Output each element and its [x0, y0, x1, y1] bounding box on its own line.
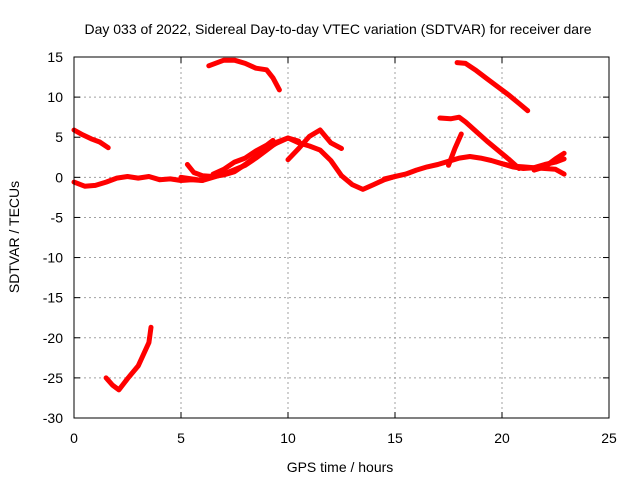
series-line-arc-11 — [437, 114, 522, 171]
y-tick-label: 10 — [47, 89, 63, 105]
x-tick-label: 20 — [494, 430, 510, 446]
series-line-arc-6 — [285, 127, 344, 163]
series-line-arc-14 — [531, 150, 567, 173]
series-line-arc-7 — [206, 57, 282, 93]
series-line-arc-8 — [103, 324, 154, 393]
plot-frame — [73, 56, 610, 419]
y-axis-label: SDTVAR / TECUs — [6, 181, 22, 293]
y-tick-label: -30 — [43, 410, 63, 426]
y-tick-label: 5 — [55, 129, 63, 145]
y-tick-label: -25 — [43, 370, 63, 386]
x-tick-label: 0 — [70, 430, 78, 446]
y-tick-label: 0 — [55, 169, 63, 185]
series-line-arc-12 — [454, 60, 531, 114]
series-line-arc-5 — [184, 135, 302, 179]
y-tick-label: -5 — [51, 209, 64, 225]
grid-lines — [74, 57, 609, 418]
series-line-arc-10 — [446, 131, 464, 168]
x-tick-label: 5 — [177, 430, 185, 446]
tick-marks: 0 5 10 15 20 25 15 10 5 0 -5 -10 -15 -20 -25 -30 — [43, 49, 617, 446]
data-series — [71, 57, 567, 393]
series-line-arc-4 — [210, 137, 276, 177]
y-tick-label: 15 — [47, 49, 63, 65]
y-tick-label: -10 — [43, 250, 63, 266]
series-line-arc-2 — [71, 174, 205, 189]
y-tick-label: -15 — [43, 290, 63, 306]
x-tick-label: 10 — [280, 430, 296, 446]
series-line-arc-1 — [71, 127, 111, 151]
x-axis-label: GPS time / hours — [287, 459, 394, 475]
x-tick-label: 15 — [387, 430, 403, 446]
x-tick-label: 25 — [601, 430, 617, 446]
chart-title: Day 033 of 2022, Sidereal Day-to-day VTE… — [84, 21, 591, 37]
y-tick-label: -20 — [43, 330, 63, 346]
